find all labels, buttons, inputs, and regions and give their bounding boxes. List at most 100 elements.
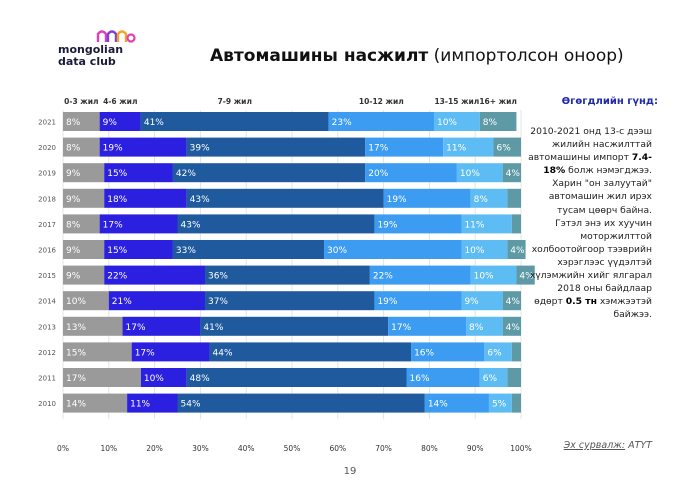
legend-label: 4-6 жил bbox=[103, 97, 137, 106]
y-category-label: 2019 bbox=[38, 170, 56, 178]
bar-value-label: 6% bbox=[483, 374, 498, 384]
x-tick-label: 20% bbox=[146, 444, 163, 453]
bar-segment bbox=[204, 265, 370, 285]
x-tick-label: 0% bbox=[57, 444, 69, 453]
bar-value-label: 8% bbox=[66, 118, 81, 128]
bar-segment bbox=[172, 163, 366, 183]
bar-value-label: 19% bbox=[377, 220, 397, 230]
bar-segment bbox=[461, 240, 508, 259]
bar-segment bbox=[104, 188, 187, 208]
bar-value-label: 30% bbox=[327, 246, 347, 256]
bar-value-label: 19% bbox=[387, 195, 407, 205]
bar-segment bbox=[324, 240, 462, 259]
bar-segment bbox=[172, 240, 325, 259]
bar-segment bbox=[63, 188, 105, 208]
y-category-label: 2014 bbox=[38, 298, 56, 306]
bar-segment bbox=[99, 112, 141, 131]
bar-segment bbox=[63, 265, 105, 285]
legend-label: 0-3 жил bbox=[64, 97, 98, 106]
bar-value-label: 17% bbox=[391, 323, 411, 333]
bar-value-label: 10% bbox=[460, 169, 480, 179]
bar-segment bbox=[177, 393, 425, 413]
bar-segment bbox=[484, 342, 512, 362]
bar-segment bbox=[104, 265, 205, 285]
bar-segment bbox=[461, 214, 512, 234]
bar-segment bbox=[479, 112, 517, 131]
x-tick-label: 60% bbox=[329, 444, 346, 453]
logo-mark-icon bbox=[96, 30, 136, 43]
bar-value-label: 5% bbox=[492, 400, 507, 410]
bar-value-label: 10% bbox=[464, 246, 484, 256]
bar-value-label: 17% bbox=[66, 374, 86, 384]
logo: mongolian data club bbox=[58, 28, 148, 76]
bar-value-label: 9% bbox=[66, 246, 81, 256]
y-category-label: 2013 bbox=[38, 323, 56, 331]
bar-segment bbox=[204, 291, 375, 311]
x-tick-label: 80% bbox=[421, 444, 438, 453]
bar-value-label: 4% bbox=[506, 323, 521, 333]
bar-value-label: 16% bbox=[410, 374, 430, 384]
bar-segment bbox=[443, 137, 494, 157]
bar-value-label: 9% bbox=[66, 272, 81, 282]
logo-text-line1: mongolian bbox=[58, 43, 124, 56]
bar-segment bbox=[63, 163, 105, 183]
bar-segment bbox=[209, 342, 412, 362]
bar-value-label: 20% bbox=[368, 169, 388, 179]
x-tick-label: 90% bbox=[467, 444, 484, 453]
bar-value-label: 4% bbox=[519, 272, 534, 282]
bar-segment bbox=[328, 112, 434, 131]
x-tick-label: 70% bbox=[375, 444, 392, 453]
bar-segment bbox=[63, 112, 100, 131]
bar-value-label: 41% bbox=[203, 323, 223, 333]
page-title: Автомашины насжилт (импортолсон оноор) bbox=[210, 46, 624, 66]
bar-value-label: 33% bbox=[176, 246, 196, 256]
x-tick-label: 50% bbox=[284, 444, 301, 453]
x-tick-label: 40% bbox=[238, 444, 255, 453]
bar-value-label: 37% bbox=[208, 297, 228, 307]
x-tick-label: 10% bbox=[100, 444, 117, 453]
bar-value-label: 17% bbox=[135, 348, 155, 358]
bar-value-label: 48% bbox=[190, 374, 210, 384]
bar-segment bbox=[63, 316, 123, 336]
bar-segment bbox=[470, 188, 508, 208]
bar-value-label: 15% bbox=[66, 348, 86, 358]
bar-segment bbox=[140, 368, 187, 387]
bar-segment bbox=[507, 188, 521, 208]
bar-value-label: 22% bbox=[373, 272, 393, 282]
bar-segment bbox=[493, 137, 521, 157]
bar-segment bbox=[99, 137, 187, 157]
bar-value-label: 19% bbox=[103, 144, 123, 154]
bar-segment bbox=[63, 342, 132, 362]
bar-value-label: 11% bbox=[446, 144, 466, 154]
bar-segment bbox=[470, 265, 517, 285]
bar-value-label: 4% bbox=[506, 297, 521, 307]
bar-segment bbox=[502, 163, 521, 183]
logo-text-line2: data club bbox=[58, 55, 116, 68]
bar-segment bbox=[104, 240, 173, 259]
insight-text: 2010-2021 онд 13-с дээш жилийн насжилтта… bbox=[528, 125, 652, 321]
bar-value-label: 43% bbox=[190, 195, 210, 205]
insight-heading: Өгөгдлийн гүнд: bbox=[561, 96, 658, 107]
bar-segment bbox=[99, 214, 178, 234]
bar-value-label: 9% bbox=[66, 195, 81, 205]
bar-segment bbox=[388, 316, 467, 336]
y-category-label: 2017 bbox=[38, 221, 56, 229]
y-category-label: 2020 bbox=[38, 144, 56, 152]
bar-segment bbox=[365, 163, 457, 183]
bar-segment bbox=[479, 368, 508, 387]
source-note: Эх сурвалж: АТҮТ bbox=[548, 440, 652, 451]
y-category-label: 2010 bbox=[38, 400, 56, 408]
bar-segment bbox=[466, 316, 503, 336]
bar-value-label: 23% bbox=[332, 118, 352, 128]
bar-value-label: 21% bbox=[112, 297, 132, 307]
bar-segment bbox=[488, 393, 512, 413]
y-category-label: 2021 bbox=[38, 119, 56, 127]
y-category-label: 2012 bbox=[38, 349, 56, 357]
bar-segment bbox=[433, 112, 480, 131]
insight-p1: 2010-2021 онд 13-с дээш жилийн насжилтта… bbox=[528, 126, 652, 164]
legend-label: 16+ жил bbox=[479, 97, 517, 106]
bar-segment bbox=[131, 342, 210, 362]
source-value: АТҮТ bbox=[625, 440, 652, 451]
bar-value-label: 8% bbox=[469, 323, 484, 333]
bar-value-label: 8% bbox=[483, 118, 498, 128]
